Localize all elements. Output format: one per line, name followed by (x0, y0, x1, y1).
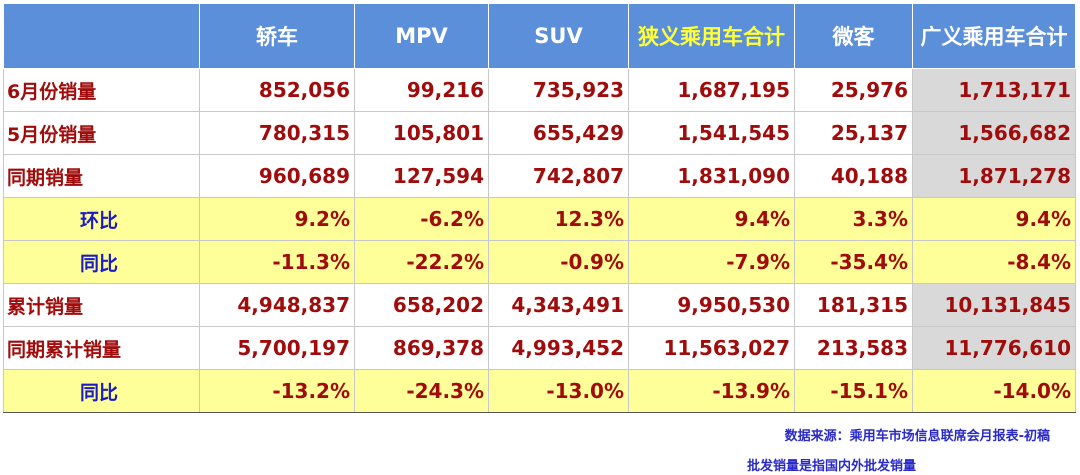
table-cell: 40,188 (794, 154, 913, 198)
table-cell: 960,689 (199, 154, 355, 198)
table-cell: -13.2% (199, 369, 355, 413)
table-cell: -7.9% (628, 240, 795, 284)
header-mpv: MPV (354, 3, 489, 69)
header-sedan: 轿车 (199, 3, 355, 69)
table-cell: -6.2% (354, 197, 489, 241)
header-suv: SUV (488, 3, 629, 69)
table-row: 累计销量 4,948,837 658,202 4,343,491 9,950,530 18… (3, 283, 1076, 327)
table-row: 环比 9.2% -6.2% 12.3% 9.4% 3.3% 9.4% (3, 197, 1076, 241)
sales-table: 轿车 MPV SUV 狭义乘用车合计 微客 广义乘用车合计 6月份销量 852,0… (3, 3, 1076, 413)
table-cell: -0.9% (488, 240, 629, 284)
table-cell: 4,343,491 (488, 283, 629, 327)
table-cell: 1,566,682 (912, 111, 1076, 155)
row-label: 累计销量 (3, 283, 200, 327)
table-cell: -13.9% (628, 369, 795, 413)
table-cell: 1,831,090 (628, 154, 795, 198)
table-cell: -14.0% (912, 369, 1076, 413)
table-cell: 99,216 (354, 68, 489, 112)
table-cell: -11.3% (199, 240, 355, 284)
header-broad-total: 广义乘用车合计 (912, 3, 1076, 69)
table-cell: 852,056 (199, 68, 355, 112)
row-label: 5月份销量 (3, 111, 200, 155)
table-cell: 9,950,530 (628, 283, 795, 327)
table-cell: 658,202 (354, 283, 489, 327)
table-cell: -22.2% (354, 240, 489, 284)
row-label: 6月份销量 (3, 68, 200, 112)
table-cell: 12.3% (488, 197, 629, 241)
table-row: 同比 -11.3% -22.2% -0.9% -7.9% -35.4% -8.4% (3, 240, 1076, 284)
table-cell: 742,807 (488, 154, 629, 198)
table-cell: -24.3% (354, 369, 489, 413)
table-cell: 1,541,545 (628, 111, 795, 155)
table-cell: 5,700,197 (199, 326, 355, 370)
table-cell: 181,315 (794, 283, 913, 327)
table-cell: -13.0% (488, 369, 629, 413)
table-cell: -15.1% (794, 369, 913, 413)
table-cell: 869,378 (354, 326, 489, 370)
header-narrow-total: 狭义乘用车合计 (628, 3, 795, 69)
table-cell: 9.4% (912, 197, 1076, 241)
table-cell: 735,923 (488, 68, 629, 112)
table-row: 同比 -13.2% -24.3% -13.0% -13.9% -15.1% -14.0% (3, 369, 1076, 413)
header-row: 轿车 MPV SUV 狭义乘用车合计 微客 广义乘用车合计 (3, 3, 1076, 69)
table-cell: 4,993,452 (488, 326, 629, 370)
row-label: 环比 (3, 197, 200, 241)
table-cell: 1,713,171 (912, 68, 1076, 112)
table-cell: 11,563,027 (628, 326, 795, 370)
table-cell: 25,137 (794, 111, 913, 155)
table-cell: 9.2% (199, 197, 355, 241)
source-note: 数据来源：乘用车市场信息联席会月报表-初稿 (784, 429, 1050, 444)
table-cell: 127,594 (354, 154, 489, 198)
table-cell: 9.4% (628, 197, 795, 241)
row-label: 同比 (3, 369, 200, 413)
table-cell: 4,948,837 (199, 283, 355, 327)
table-row: 同期累计销量 5,700,197 869,378 4,993,452 11,563,02… (3, 326, 1076, 370)
row-label: 同期累计销量 (3, 326, 200, 370)
table-row: 同期销量 960,689 127,594 742,807 1,831,090 40,188… (3, 154, 1076, 198)
table-cell: 213,583 (794, 326, 913, 370)
table-cell: 25,976 (794, 68, 913, 112)
table-cell: 780,315 (199, 111, 355, 155)
row-label: 同比 (3, 240, 200, 284)
table-row: 6月份销量 852,056 99,216 735,923 1,687,195 25,976… (3, 68, 1076, 112)
table-cell: 3.3% (794, 197, 913, 241)
table-cell: 11,776,610 (912, 326, 1076, 370)
table-cell: -35.4% (794, 240, 913, 284)
table-cell: -8.4% (912, 240, 1076, 284)
table-row: 5月份销量 780,315 105,801 655,429 1,541,545 25,13… (3, 111, 1076, 155)
table-cell: 10,131,845 (912, 283, 1076, 327)
table-cell: 1,871,278 (912, 154, 1076, 198)
definition-note: 批发销量是指国内外批发销量 (747, 459, 917, 474)
table-cell: 105,801 (354, 111, 489, 155)
row-label: 同期销量 (3, 154, 200, 198)
table-cell: 1,687,195 (628, 68, 795, 112)
header-corner (3, 3, 200, 69)
header-minivan: 微客 (794, 3, 913, 69)
table-cell: 655,429 (488, 111, 629, 155)
